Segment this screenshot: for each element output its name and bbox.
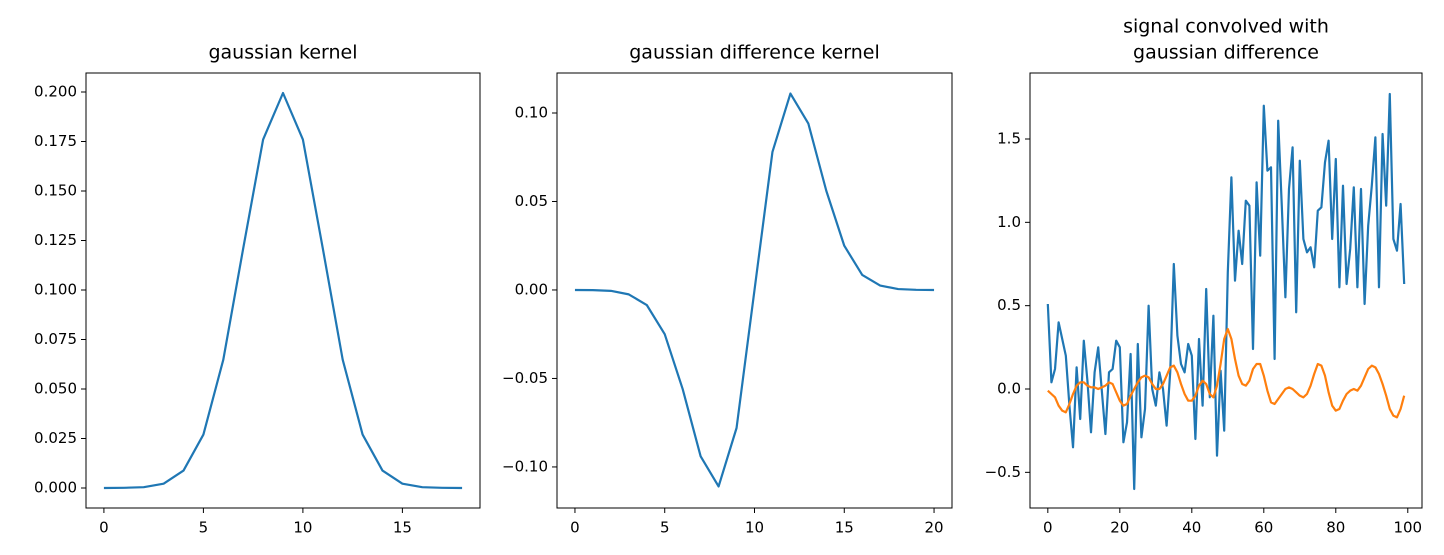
chart-title: gaussian difference kernel [629, 42, 879, 64]
y-tick-label: 0.000 [34, 479, 77, 497]
data-line [1047, 327, 1406, 419]
x-tick-label: 60 [1254, 519, 1273, 537]
x-tick-label: 0 [99, 519, 109, 537]
y-tick-label: 0.075 [34, 330, 77, 348]
x-tick-label: 15 [835, 519, 854, 537]
y-tick-label: 0.10 [515, 103, 548, 121]
x-tick-label: 20 [1110, 519, 1129, 537]
x-tick-label: 40 [1182, 519, 1201, 537]
x-tick-label: 5 [199, 519, 209, 537]
y-tick-label: 1.5 [997, 130, 1021, 148]
x-tick-label: 15 [393, 519, 412, 537]
y-tick-label: 0.100 [34, 281, 77, 299]
plot-frame [85, 72, 481, 509]
chart-title: gaussian kernel [208, 42, 357, 64]
data-line [1046, 92, 1406, 491]
y-tick-label: 0.175 [34, 132, 77, 150]
y-tick-label: 0.0 [997, 380, 1021, 398]
y-tick-label: 0.125 [34, 231, 77, 249]
chart-title: gaussian difference [1133, 42, 1319, 64]
x-tick-label: 5 [660, 519, 670, 537]
x-tick-label: 10 [293, 519, 312, 537]
y-tick-label: 0.050 [34, 380, 77, 398]
x-tick-label: 10 [745, 519, 764, 537]
y-tick-label: 0.200 [34, 83, 77, 101]
y-tick-label: 0.05 [515, 192, 548, 210]
y-tick-label: 1.0 [997, 213, 1021, 231]
x-tick-label: 0 [1043, 519, 1053, 537]
plot-frame [556, 72, 953, 509]
y-tick-label: 0.025 [34, 429, 77, 447]
y-tick-label: −0.05 [502, 369, 548, 387]
chart-title: signal convolved with [1123, 16, 1329, 38]
x-tick-label: 0 [570, 519, 580, 537]
x-tick-label: 80 [1326, 519, 1345, 537]
data-line [103, 91, 463, 490]
y-tick-label: 0.150 [34, 182, 77, 200]
x-tick-label: 20 [924, 519, 943, 537]
y-tick-label: 0.5 [997, 296, 1021, 314]
data-line [574, 92, 935, 488]
y-tick-label: −0.5 [985, 463, 1021, 481]
plot-frame [1029, 72, 1423, 509]
y-tick-label: 0.00 [515, 280, 548, 298]
y-tick-label: −0.10 [502, 457, 548, 475]
x-tick-label: 100 [1393, 519, 1422, 537]
